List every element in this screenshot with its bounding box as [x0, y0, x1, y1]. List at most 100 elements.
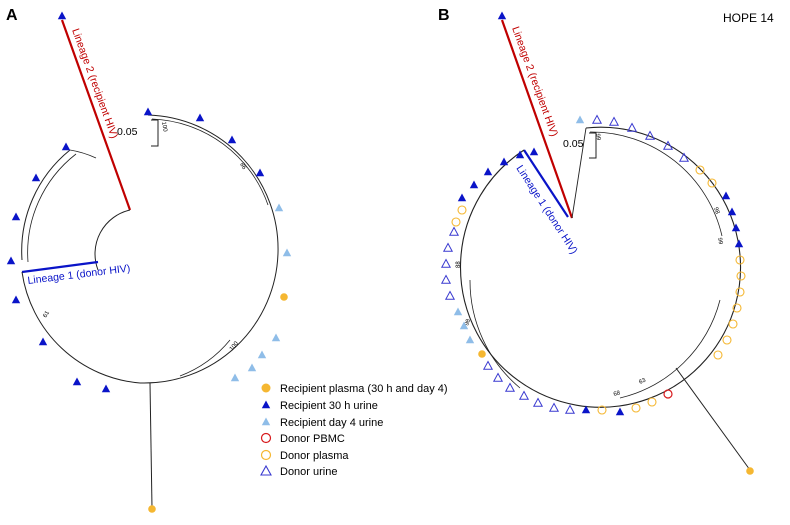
triangle-marker: [61, 142, 71, 151]
panel-b-scale-bar: [589, 132, 597, 159]
panel-a-recipient-30h-urine-markers: [6, 11, 265, 393]
panel-a-label: A: [6, 7, 18, 24]
panel-b-bootstrap: 99: [594, 133, 601, 141]
panel-a: A Lineage 2 (recipient HIV) Lineage 1 (d…: [6, 7, 292, 513]
triangle-marker: [483, 167, 493, 176]
triangle-marker: [449, 227, 459, 236]
triangle-marker: [721, 191, 731, 200]
panel-b-main-arc: [459, 126, 742, 408]
triangle-marker: [6, 256, 16, 265]
legend-marker-30h-urine: [261, 400, 271, 409]
panel-b-label: B: [438, 7, 450, 24]
triangle-marker: [457, 193, 467, 202]
panel-b-inner-arc: [589, 131, 723, 237]
triangle-marker: [227, 135, 237, 144]
triangle-marker: [519, 391, 529, 400]
panel-b-tail-branch: [675, 367, 751, 471]
triangle-marker: [497, 11, 507, 20]
circle-marker: [457, 205, 467, 215]
circle-marker: [728, 319, 738, 329]
panel-b-lineage2-branch: [500, 19, 574, 219]
circle-marker: [736, 271, 746, 281]
panel-b-lineage2-label: Lineage 2 (recipient HIV): [509, 25, 560, 138]
panel-a-clade-arc: [179, 339, 231, 377]
triangle-marker: [453, 307, 463, 316]
panel-b-bootstrap: 88: [456, 261, 462, 268]
panel-a-bootstrap: 100: [229, 340, 240, 352]
legend-label: Donor plasma: [280, 450, 349, 462]
triangle-marker: [11, 212, 21, 221]
panel-b-bootstrap: 98: [464, 318, 472, 327]
triangle-marker: [282, 248, 292, 257]
legend-label: Donor PBMC: [280, 433, 345, 445]
panel-a-inner-arc: [151, 118, 269, 206]
panel-a-upper-left-arc: [21, 149, 71, 261]
circle-marker: [735, 287, 745, 297]
circle-marker: [695, 165, 705, 175]
panel-a-plasma-point: [280, 293, 288, 301]
triangle-marker: [465, 335, 475, 344]
legend-label: Recipient 30 h urine: [280, 400, 378, 412]
circle-marker: [631, 403, 641, 413]
triangle-marker: [11, 295, 21, 304]
triangle-marker: [734, 239, 744, 248]
triangle-marker: [731, 223, 741, 232]
triangle-marker: [31, 173, 41, 182]
circle-marker: [597, 405, 607, 415]
panel-b-bootstrap: 68: [613, 390, 622, 398]
triangle-marker: [38, 337, 48, 346]
triangle-marker: [533, 398, 543, 407]
panel-a-scale-label: 0.05: [117, 126, 138, 138]
circle-marker: [451, 217, 461, 227]
panel-a-left-arc: [21, 271, 141, 384]
triangle-marker: [575, 115, 585, 124]
triangle-marker: [72, 377, 82, 386]
panel-b-plasma-point: [478, 350, 486, 358]
panel-b-plasma-point: [746, 467, 754, 475]
triangle-marker: [493, 373, 503, 382]
panel-a-lineage1-label: Lineage 1 (donor HIV): [27, 262, 131, 287]
triangle-marker: [529, 147, 539, 156]
panel-b-donor-pbmc-marker: [663, 389, 673, 399]
panel-a-root-arc: [94, 209, 131, 271]
legend-marker-day4-urine: [261, 417, 271, 426]
panel-b: B HOPE 14 Lineage 2 (recipient HIV) Line…: [438, 7, 774, 475]
circle-marker: [647, 397, 657, 407]
legend-marker-plasma: [261, 383, 271, 393]
triangle-marker: [257, 350, 267, 359]
legend-marker-donor-pbmc: [260, 432, 272, 444]
triangle-marker: [483, 361, 493, 370]
panel-a-upper-left-inner-arc: [27, 153, 77, 263]
circle-marker: [707, 178, 717, 188]
panel-a-scale-bar: [151, 119, 159, 147]
panel-b-scale-label: 0.05: [563, 138, 584, 150]
panel-b-bootstrap: 99: [716, 237, 723, 245]
panel-a-bootstrap: 86: [238, 162, 247, 171]
panel-b-inner-arc-3: [469, 279, 521, 389]
panel-b-donor-urine-markers: [441, 115, 689, 414]
triangle-marker: [143, 107, 153, 116]
panel-a-plasma-point: [148, 505, 156, 513]
circle-marker: [735, 255, 745, 265]
panel-a-main-arc: [139, 114, 279, 384]
legend: Recipient plasma (30 h and day 4) Recipi…: [260, 383, 448, 478]
legend-label: Donor urine: [280, 466, 337, 478]
triangle-marker: [609, 117, 619, 126]
triangle-marker: [441, 275, 451, 284]
triangle-marker: [255, 168, 265, 177]
triangle-marker: [445, 291, 455, 300]
triangle-marker: [499, 157, 509, 166]
legend-label: Recipient plasma (30 h and day 4): [280, 383, 448, 395]
triangle-marker: [443, 243, 453, 252]
triangle-marker: [271, 333, 281, 342]
panel-a-recipient-day4-urine-markers: [230, 203, 292, 382]
circle-marker: [732, 303, 742, 313]
panel-b-inner-arc-2: [619, 299, 721, 399]
legend-marker-donor-urine: [260, 464, 272, 476]
triangle-marker: [441, 259, 451, 268]
panel-b-bootstrap: 63: [638, 377, 647, 386]
triangle-marker: [101, 384, 111, 393]
triangle-marker: [615, 407, 625, 416]
panel-a-bootstrap: 100: [160, 121, 168, 133]
